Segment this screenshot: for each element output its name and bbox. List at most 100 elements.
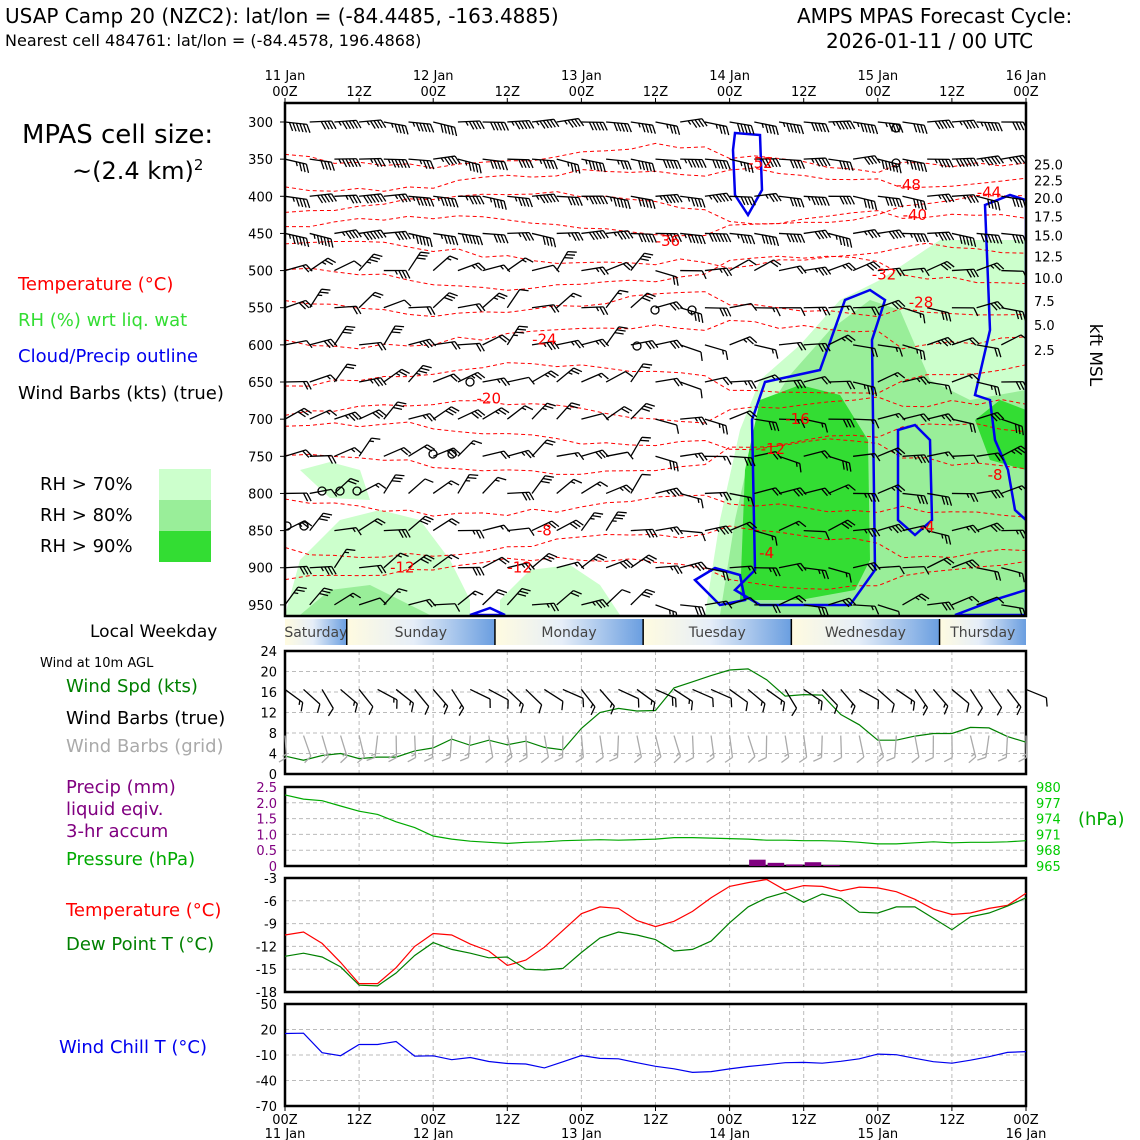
wind-barb-grid [924,735,935,763]
wind-barb [531,158,558,170]
wind-barb [680,232,706,245]
wind-barb [556,561,585,570]
wind-barb [605,261,634,272]
bottom-time-label: 12Z [346,1113,372,1128]
wind-barb [853,306,880,316]
wind-barb [729,302,758,312]
wind-barb [803,266,832,276]
precip-bar [823,865,840,866]
wind-barb [581,338,610,348]
wind-barb [457,529,485,539]
wind-barb [680,195,706,208]
wind-barb [778,418,806,429]
wind-barb [704,158,731,170]
wind-barb [927,158,954,168]
wind-barb [581,121,608,131]
wind-barb [951,418,977,433]
wind-barb [680,269,707,280]
wind-barb [457,262,486,272]
wind-barb [655,121,681,135]
wind-barb [803,229,832,240]
wind-barb-true [821,688,839,714]
wind-barb [457,232,484,246]
wind-barb [976,232,1003,244]
wind-barb [383,474,405,494]
bottom-date-label: 16 Jan [1006,1127,1047,1140]
wind-barb [877,344,903,357]
wind-barb [359,193,387,204]
wind-barb [630,436,651,457]
wind-barb [285,565,312,575]
top-date-label: 13 Jan [561,69,602,84]
calm-wind-circle [285,521,292,531]
wind-barb [482,556,510,569]
wind-barb-true [580,689,596,716]
wind-barb [754,374,782,383]
wind-barb [408,364,432,383]
wind-barb [853,527,881,538]
wind-barb [383,121,409,135]
wind-barb [902,454,930,464]
wind-barb [556,589,582,606]
wind-barb-true [636,688,656,712]
wind-barb [408,121,435,133]
wind-barb [507,491,535,501]
windchill-panel-label: Wind Chill T (°C) [59,1037,207,1058]
cloud-outline-2 [896,423,934,537]
bottom-time-label: 12Z [939,1113,965,1128]
kft-tick-label: 7.5 [1034,295,1055,310]
nearest-cell: Nearest cell 484761: lat/lon = (-84.4578… [5,31,422,50]
wind-barb [507,231,535,242]
wind-barb [655,158,682,170]
cycle-time: 2026-01-11 / 00 UTC [826,29,1034,53]
wind-at-label: Wind at 10m AGL [40,656,154,671]
wind-barb [976,452,1005,462]
wind-barb [556,158,581,174]
wind-barb [828,519,856,532]
wind-barb-grid [685,735,695,763]
wind-barb [828,455,852,472]
wind-barb [407,251,430,271]
wind-barb [285,380,312,390]
wind-barb [828,334,856,346]
wind-barb [778,121,805,135]
kft-tick-label: 10.0 [1034,272,1063,287]
temperature-contour [285,167,1026,192]
kft-tick-label: 17.5 [1034,210,1063,225]
wind-barb [902,195,927,211]
wind-barb [729,195,756,206]
temp-panel-ytick-label: -12 [256,940,277,955]
wind-barb [704,455,732,465]
wind-barb [556,478,583,494]
temperature-label: -12 [761,440,786,458]
wind-barb [531,475,554,494]
wind-barb [704,418,729,435]
wind-barb [605,511,627,531]
pressure-unit-label: (hPa) [1078,809,1125,830]
kft-tick-label: 2.5 [1034,344,1055,359]
wind-barb [358,518,386,532]
wind-barb [753,259,782,272]
weekday-label: Wednesday [825,625,906,641]
wind-barb [383,269,411,279]
wind-barb [359,229,387,241]
wind-barb [285,195,311,209]
legend-temperature: Temperature (°C) [18,274,174,295]
wind-barb [309,409,338,420]
wind-barb [704,121,730,136]
wind-barb [976,262,1005,272]
wind-barb [927,119,955,130]
bottom-date-label: 11 Jan [265,1127,306,1140]
bottom-time-label: 00Z [865,1113,891,1128]
wind-spd-label: Wind Spd (kts) [66,676,198,697]
wind-barb [309,338,338,349]
top-time-label: 12Z [791,85,817,100]
wind-barb [680,307,704,323]
wind-barb-grid [653,735,662,764]
top-date-label: 11 Jan [265,69,306,84]
wind-barb [1025,121,1026,126]
wind-barb [334,260,362,272]
wind-barb [556,519,584,532]
wind-barb [581,195,609,205]
